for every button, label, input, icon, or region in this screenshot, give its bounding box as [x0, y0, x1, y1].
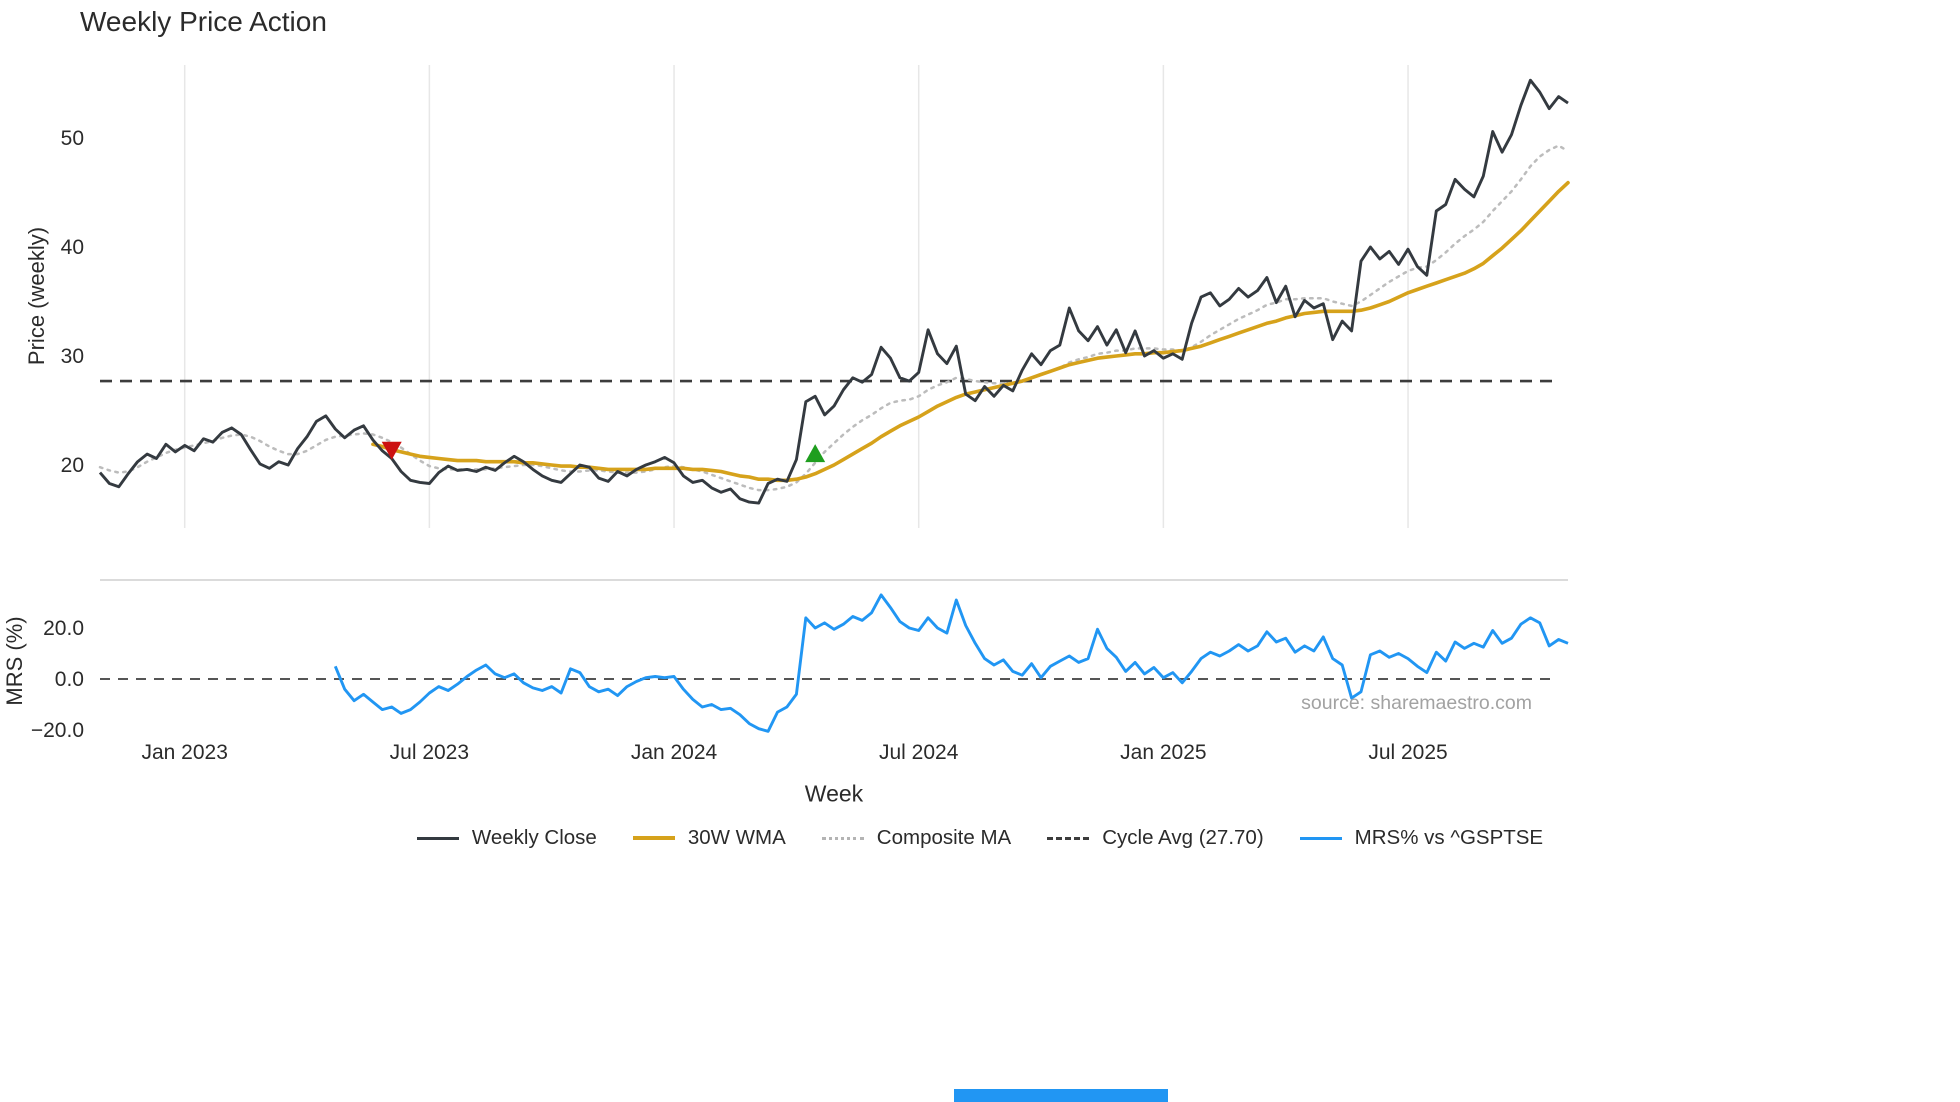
x-axis-label: Week	[804, 780, 864, 807]
legend-item-mrs: MRS% vs ^GSPTSE	[1299, 826, 1544, 850]
buy-signal-marker	[805, 444, 826, 463]
legend-item-cycle-avg: Cycle Avg (27.70)	[1047, 826, 1264, 850]
mrs-axis-label: MRS (%)	[2, 616, 27, 706]
page-title: Weekly Price Action	[80, 6, 327, 37]
source-credit: source: sharemaestro.com	[1301, 692, 1532, 714]
svg-text:40: 40	[61, 236, 84, 259]
svg-text:Jul 2023: Jul 2023	[390, 741, 469, 764]
weekly-close-line-swatch	[416, 836, 459, 840]
legend-label-cycle-avg: Cycle Avg (27.70)	[1102, 826, 1264, 849]
legend-item-30w-wma: 30W WMA	[632, 826, 786, 850]
svg-text:Jan 2024: Jan 2024	[631, 741, 718, 764]
svg-text:Jul 2024: Jul 2024	[879, 741, 959, 764]
wma-line-swatch	[632, 836, 675, 840]
sell-signal-marker	[381, 441, 402, 460]
mrs-line-swatch	[1299, 836, 1342, 840]
price-axis-label: Price (weekly)	[24, 226, 49, 366]
svg-text:20: 20	[61, 454, 84, 477]
legend-item-composite-ma: Composite MA	[821, 826, 1012, 850]
svg-text:Jan 2025: Jan 2025	[1120, 741, 1206, 764]
bottom-accent-bar	[954, 1089, 1168, 1102]
svg-text:30: 30	[61, 345, 84, 368]
svg-text:0.0: 0.0	[55, 668, 84, 691]
legend-item-weekly-close: Weekly Close	[416, 826, 597, 850]
svg-text:Jan 2023: Jan 2023	[141, 741, 227, 764]
composite-ma-dotted-swatch	[821, 836, 864, 840]
legend-label-30w-wma: 30W WMA	[687, 826, 786, 849]
svg-text:50: 50	[61, 127, 84, 150]
svg-text:Jul 2025: Jul 2025	[1368, 741, 1447, 764]
legend-label-weekly-close: Weekly Close	[471, 826, 597, 849]
svg-text:−20.0: −20.0	[31, 719, 84, 742]
svg-text:20.0: 20.0	[43, 617, 84, 640]
chart-legend: Weekly Close 30W WMA Composite MA Cycle …	[0, 826, 1960, 850]
legend-label-mrs: MRS% vs ^GSPTSE	[1354, 826, 1544, 849]
cycle-avg-dashed-swatch	[1047, 836, 1090, 840]
legend-label-composite-ma: Composite MA	[876, 826, 1012, 849]
